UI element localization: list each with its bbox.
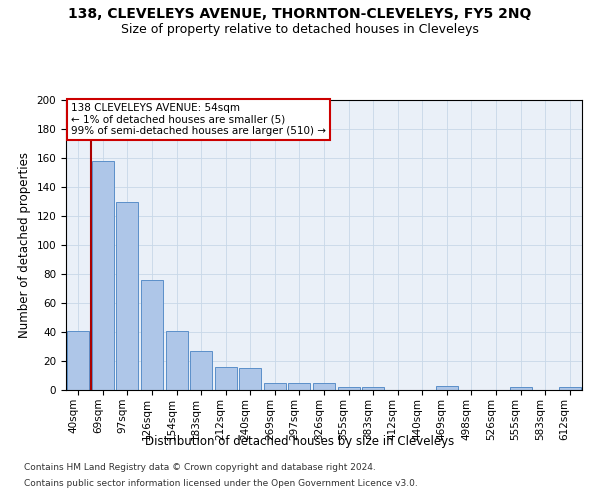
Bar <box>166 330 188 390</box>
Bar <box>67 330 89 390</box>
Bar <box>436 386 458 390</box>
Text: 138 CLEVELEYS AVENUE: 54sqm
← 1% of detached houses are smaller (5)
99% of semi-: 138 CLEVELEYS AVENUE: 54sqm ← 1% of deta… <box>71 103 326 136</box>
Bar <box>190 351 212 390</box>
Bar <box>362 387 384 390</box>
Text: Contains public sector information licensed under the Open Government Licence v3: Contains public sector information licen… <box>24 478 418 488</box>
Bar <box>141 280 163 390</box>
Bar <box>116 202 139 390</box>
Bar <box>313 383 335 390</box>
Bar <box>559 387 581 390</box>
Bar <box>92 161 114 390</box>
Bar <box>509 387 532 390</box>
Y-axis label: Number of detached properties: Number of detached properties <box>18 152 31 338</box>
Bar <box>215 367 237 390</box>
Text: Size of property relative to detached houses in Cleveleys: Size of property relative to detached ho… <box>121 22 479 36</box>
Text: Distribution of detached houses by size in Cleveleys: Distribution of detached houses by size … <box>145 435 455 448</box>
Text: Contains HM Land Registry data © Crown copyright and database right 2024.: Contains HM Land Registry data © Crown c… <box>24 464 376 472</box>
Bar <box>289 383 310 390</box>
Bar <box>239 368 262 390</box>
Bar <box>264 383 286 390</box>
Bar <box>338 387 359 390</box>
Text: 138, CLEVELEYS AVENUE, THORNTON-CLEVELEYS, FY5 2NQ: 138, CLEVELEYS AVENUE, THORNTON-CLEVELEY… <box>68 8 532 22</box>
